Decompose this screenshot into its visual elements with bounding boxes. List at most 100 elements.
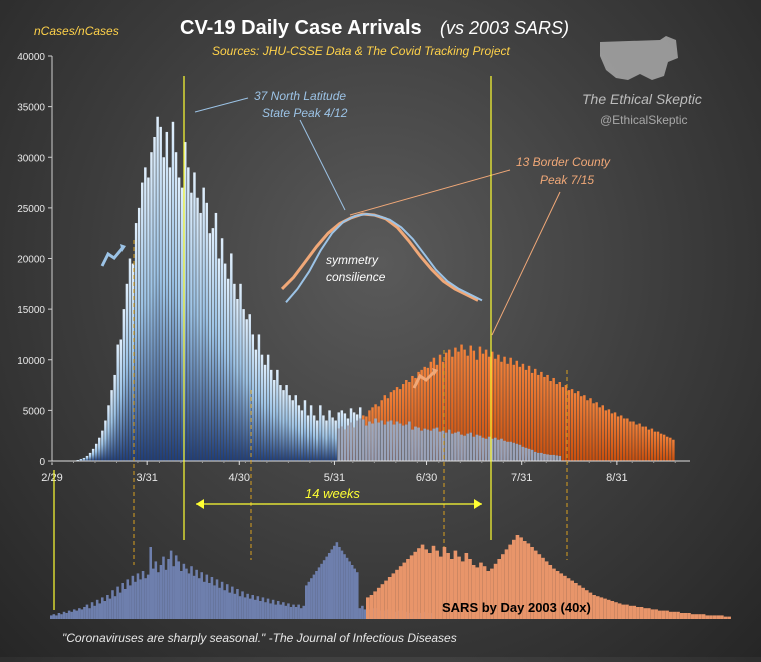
north-overlap-bar (491, 438, 494, 461)
north-overlap-bar (521, 446, 525, 461)
sars-blue-bar (213, 585, 216, 619)
north-bar (107, 405, 110, 461)
sars-blue-bar (299, 608, 303, 619)
sars-blue-bar (113, 596, 117, 619)
reference-lines (53, 76, 568, 610)
border-bar (567, 390, 571, 461)
border-bar (558, 382, 562, 461)
north-bar (316, 420, 319, 461)
sars-blue-bar (317, 567, 321, 619)
sars-blue-bar (335, 542, 339, 619)
sars-blue-bar (345, 557, 349, 619)
border-bar (438, 354, 442, 461)
north-bar (116, 344, 119, 461)
sars-blue-bar (358, 608, 362, 619)
north-overlap-bar (478, 435, 482, 461)
north-bar (297, 405, 301, 461)
border-bar (503, 356, 506, 461)
border-bar (478, 346, 482, 461)
north-bar (134, 223, 138, 461)
sars-orange-bar (369, 595, 374, 619)
sars-orange-bar (442, 547, 447, 619)
sars-blue-bar (159, 565, 163, 619)
north-bar (214, 212, 218, 461)
north-bar (273, 380, 276, 461)
sars-blue-bar (55, 615, 58, 619)
sars-blue-bar (223, 590, 226, 619)
sars-blue-bar (197, 578, 201, 619)
north-overlap-bar (423, 428, 426, 461)
north-bar (150, 152, 153, 461)
border-bar (623, 418, 626, 461)
sars-orange-bar (387, 577, 392, 619)
sars-orange-bar (614, 602, 618, 619)
north-inset-curve (285, 212, 483, 303)
sars-orange-bar (668, 611, 673, 619)
north-overlap-bar (487, 436, 491, 461)
sars-blue-bar (210, 577, 214, 619)
sars-orange-bar (424, 549, 428, 619)
border-bar (515, 360, 519, 461)
weeks-label: 14 weeks (305, 486, 360, 501)
sars-orange-bar (406, 559, 410, 619)
border-bar (607, 409, 611, 461)
north-bar (147, 177, 150, 461)
border-bar (613, 412, 617, 461)
north-bar (153, 137, 156, 461)
north-bar (223, 263, 227, 461)
sars-blue-bar (136, 573, 140, 619)
symmetry-label-1: symmetry (326, 253, 379, 267)
sars-series (50, 535, 731, 619)
sars-blue-bar (333, 545, 336, 619)
north-overlap-bar (429, 430, 433, 461)
north-overlap-bar (448, 429, 451, 461)
sars-orange-bar (501, 554, 505, 619)
north-overlap-bar (340, 426, 344, 461)
north-bar (309, 405, 313, 461)
sars-blue-bar (154, 561, 158, 619)
sars-orange-bar (526, 543, 531, 619)
north-overlap-bar (540, 452, 543, 461)
sars-blue-bar (356, 572, 359, 619)
border-bar (662, 434, 666, 461)
sars-blue-bar (233, 593, 237, 619)
sars-blue-bar (149, 547, 152, 619)
sars-orange-bar (486, 571, 491, 619)
sars-orange-bar (398, 566, 403, 619)
x-tick-label: 7/31 (511, 472, 532, 484)
sars-blue-bar (88, 608, 91, 619)
north-bar (276, 369, 279, 461)
border-bar (497, 354, 500, 461)
sars-orange-bar (428, 553, 432, 619)
border-bar (592, 403, 595, 461)
sars-orange-bar (402, 562, 407, 619)
sars-orange-bar (727, 616, 731, 619)
border-bar (518, 366, 522, 461)
sars-blue-bar (215, 579, 219, 619)
sars-blue-bar (327, 553, 331, 619)
sars-orange-bar (395, 569, 399, 619)
north-bar (251, 334, 255, 461)
north-bar (165, 131, 169, 461)
sars-orange-bar (654, 609, 658, 619)
border-bar (420, 369, 423, 461)
sars-orange-bar (449, 559, 454, 619)
sars-orange-bar (716, 615, 720, 619)
sars-orange-bar (712, 615, 717, 619)
y-tick-label: 35000 (17, 103, 45, 114)
north-bar (300, 410, 304, 461)
sars-blue-bar (271, 599, 275, 619)
north-overlap-bar (549, 454, 552, 461)
north-bar (104, 420, 107, 461)
border-bar (549, 381, 552, 461)
sars-blue-bar (116, 586, 119, 619)
border-bar (524, 369, 528, 461)
sars-blue-bar (75, 610, 79, 619)
sars-blue-bar (190, 566, 193, 619)
sars-blue-bar (307, 581, 311, 619)
north-overlap-bar (509, 441, 512, 461)
sars-blue-bar (111, 590, 114, 619)
north-bar (196, 197, 199, 461)
sars-orange-bar (698, 614, 702, 619)
sars-blue-bar (103, 601, 107, 619)
